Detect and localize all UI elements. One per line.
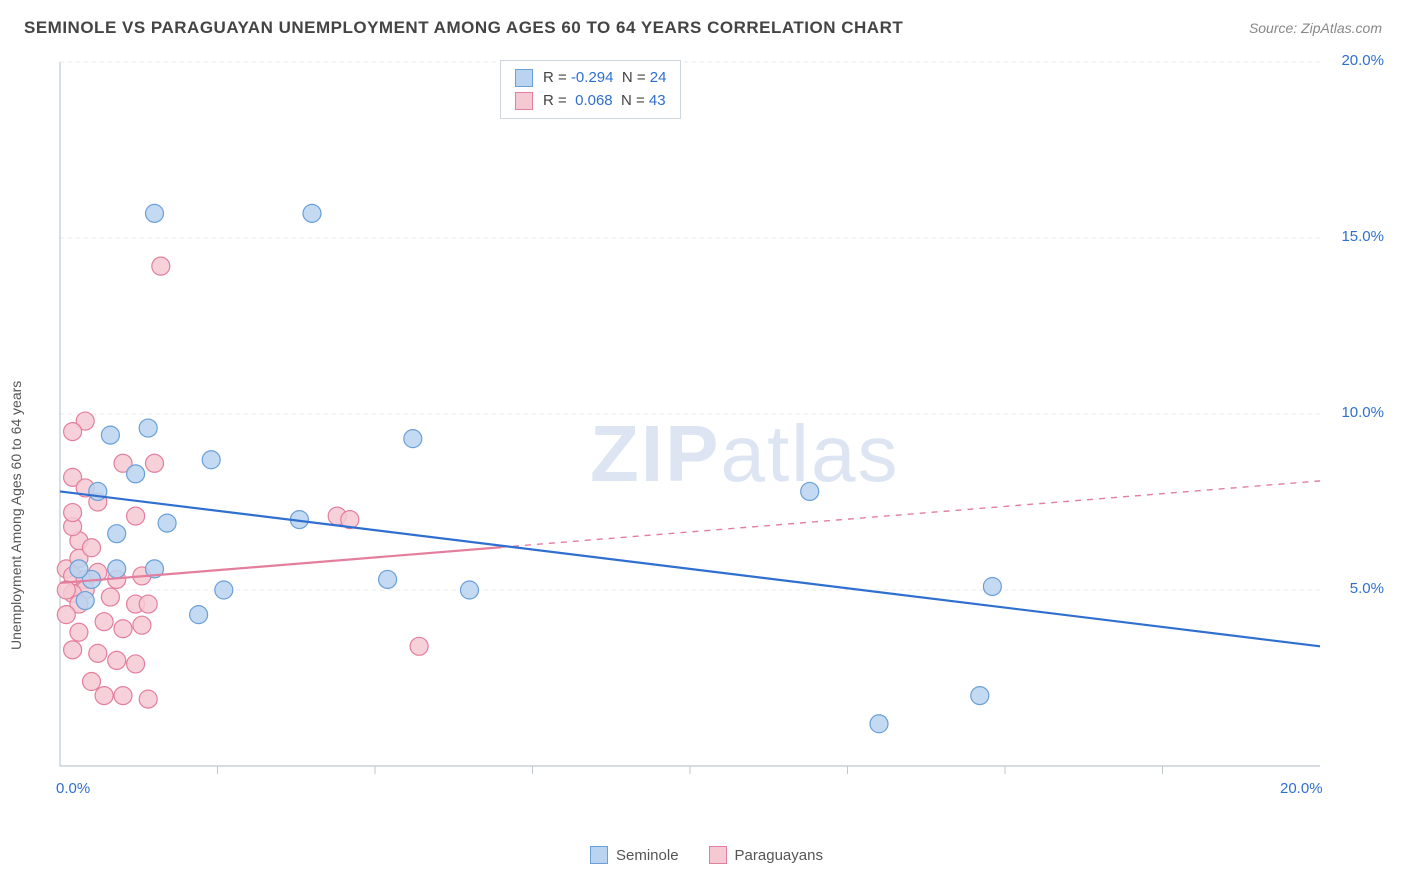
legend-item-seminole: Seminole <box>590 846 679 864</box>
legend-swatch-icon <box>709 846 727 864</box>
legend-label: Seminole <box>616 847 679 864</box>
y-tick-label: 5.0% <box>1350 580 1384 597</box>
correlation-legend: R = -0.294 N = 24 R = 0.068 N = 43 <box>500 60 681 119</box>
x-tick-label: 20.0% <box>1280 780 1323 797</box>
y-axis-label: Unemployment Among Ages 60 to 64 years <box>8 381 24 650</box>
legend-swatch-icon <box>590 846 608 864</box>
legend-row-paraguayans: R = 0.068 N = 43 <box>515 90 666 113</box>
legend-label: Paraguayans <box>735 847 823 864</box>
legend-swatch-seminole <box>515 69 533 87</box>
legend-item-paraguayans: Paraguayans <box>709 846 823 864</box>
y-tick-label: 15.0% <box>1341 228 1384 245</box>
legend-swatch-paraguayans <box>515 92 533 110</box>
plot-area: ZIPatlas R = -0.294 N = 24 R = 0.068 N =… <box>50 56 1390 816</box>
y-tick-label: 10.0% <box>1341 404 1384 421</box>
series-legend: Seminole Paraguayans <box>590 846 823 864</box>
scatter-svg <box>50 56 1330 796</box>
x-tick-label: 0.0% <box>56 780 90 797</box>
legend-row-seminole: R = -0.294 N = 24 <box>515 67 666 90</box>
chart-title: SEMINOLE VS PARAGUAYAN UNEMPLOYMENT AMON… <box>24 18 903 38</box>
y-tick-label: 20.0% <box>1341 52 1384 69</box>
source-attribution: Source: ZipAtlas.com <box>1249 20 1382 36</box>
